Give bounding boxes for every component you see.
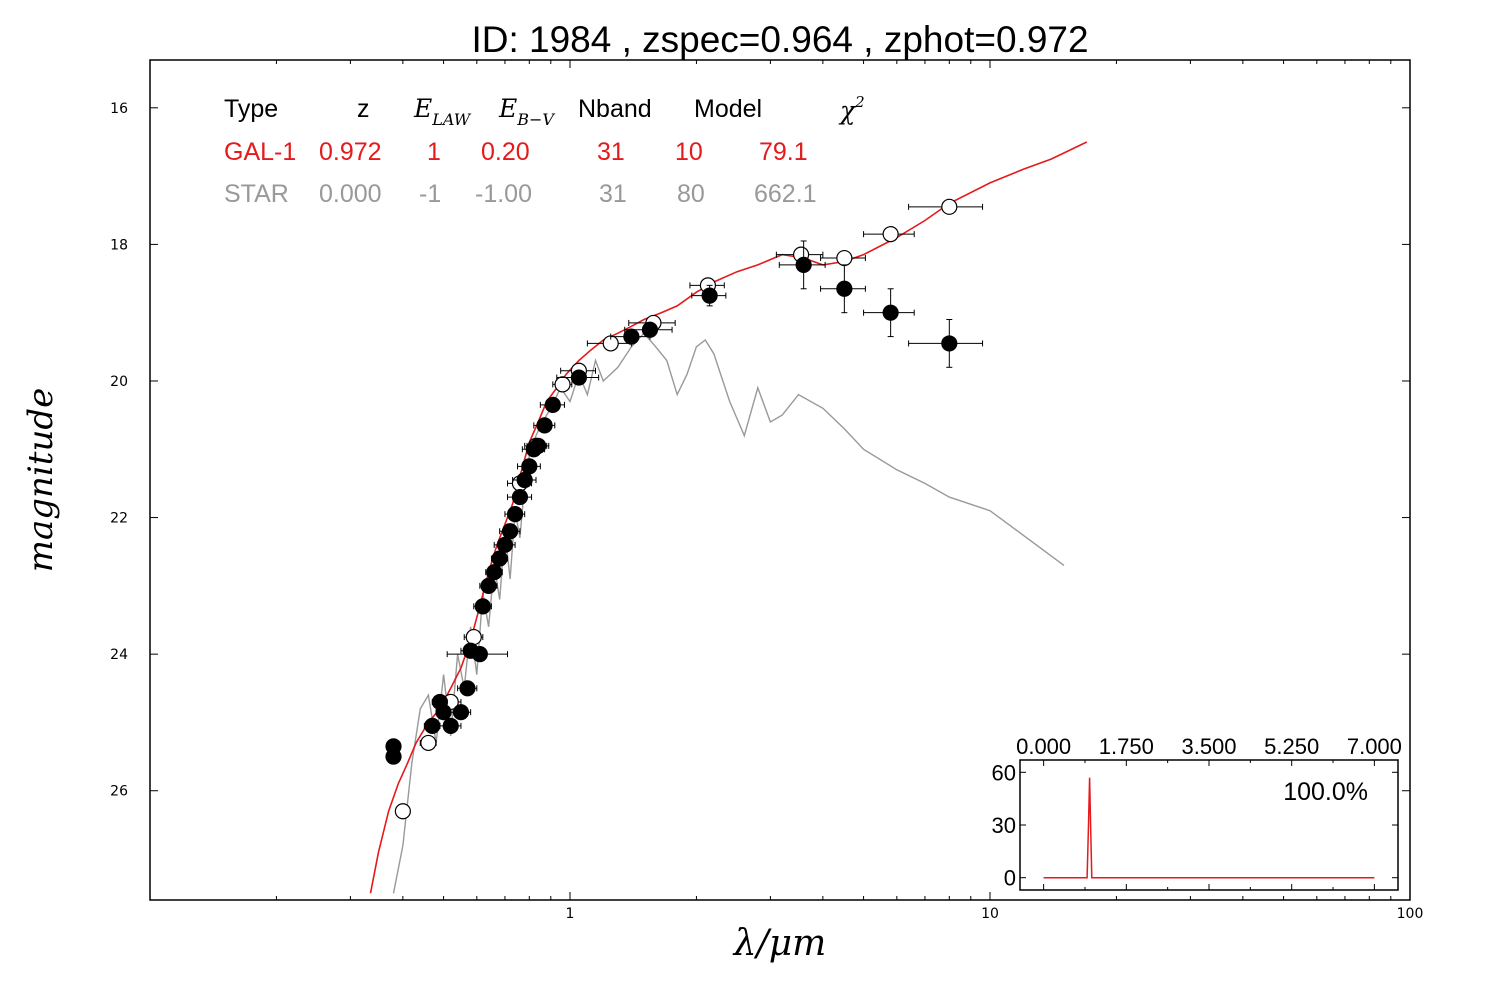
observed-photometry-point: [570, 369, 587, 386]
fit-row-star-model: 80: [677, 180, 705, 208]
observed-photometry-point: [474, 598, 491, 615]
observed-photometry-point: [836, 280, 853, 297]
observed-photometry-point: [516, 471, 533, 489]
observed-photometry-point: [452, 704, 470, 721]
fit-table-header-z: z: [357, 95, 370, 123]
observed-photometry-point: [385, 738, 402, 755]
inset-x-tick-label: 0.000: [1016, 734, 1071, 759]
model-photometry-point: [554, 376, 571, 393]
main-plot-area: [369, 141, 1088, 894]
fit-table-header-nband: Nband: [578, 95, 652, 123]
inset-y-tick-label: 60: [992, 760, 1016, 785]
fit-table-header-type: Type: [224, 95, 278, 123]
observed-photometry-point: [480, 577, 497, 594]
inset-x-tick-label: 3.500: [1181, 734, 1236, 759]
model-photometry-point: [465, 628, 482, 646]
observed-photometry-point: [424, 717, 441, 734]
y-tick-label: 24: [110, 647, 128, 663]
model-photometry-point: [420, 734, 437, 752]
y-axis-label: magnitude: [21, 388, 61, 573]
observed-photometry-point: [459, 680, 476, 697]
observed-photometry-point: [795, 256, 812, 273]
inset-annotation: 100.0%: [1283, 778, 1368, 806]
inset-plot-area: [1043, 777, 1375, 879]
model-photometry-point: [836, 249, 853, 267]
fit-table: Type z ELAW EB−V Nband Model χ2 GAL-1 0.…: [224, 93, 865, 208]
fit-table-header-model: Model: [694, 95, 762, 123]
fit-row-gal-type: GAL-1: [224, 138, 296, 166]
observed-photometry-point: [641, 321, 659, 338]
y-tick-label: 22: [110, 511, 128, 527]
observed-photometry-point: [496, 536, 514, 553]
inset-y-tick-label: 0: [1004, 866, 1016, 891]
observed-photometry-point: [521, 458, 538, 475]
fit-row-gal-ebv: 0.20: [481, 138, 530, 166]
observed-photometry-point: [536, 417, 553, 434]
observed-photometry-point: [471, 646, 488, 663]
y-tick-label: 20: [110, 374, 128, 390]
observed-photometry-point: [506, 506, 524, 523]
fit-row-star-ebv: -1.00: [475, 180, 532, 208]
fit-row-star-chi2: 662.1: [754, 180, 817, 208]
x-tick-label: 10: [981, 906, 999, 922]
chart-title: ID: 1984 , zspec=0.964 , zphot=0.972: [471, 19, 1088, 60]
redshift-pdf-inset: 0.000 1.750 3.500 5.250 7.000 60 30 0 100.0%: [992, 734, 1402, 891]
redshift-pdf-line: [1043, 777, 1375, 879]
fit-row-star-nband: 31: [599, 180, 627, 208]
y-tick-label: 16: [110, 101, 128, 117]
fit-row-gal-law: 1: [427, 138, 441, 166]
fit-row-star-law: -1: [419, 180, 441, 208]
fit-row-gal-z: 0.972: [319, 138, 382, 166]
inset-frame: [1019, 759, 1399, 891]
observed-photometry-point: [882, 304, 899, 321]
y-tick-label: 18: [110, 237, 128, 253]
fit-row-star-type: STAR: [224, 180, 289, 208]
fit-row-gal-model: 10: [675, 138, 703, 166]
inset-x-tick-label: 1.750: [1099, 734, 1154, 759]
observed-photometry-point: [701, 287, 718, 304]
observed-photometry-point: [511, 488, 529, 506]
y-tick-label: 26: [110, 784, 128, 800]
observed-photometry-point: [491, 550, 508, 567]
observed-photometry-point: [623, 328, 640, 345]
x-tick-label: 100: [1397, 906, 1424, 922]
model-photometry-point: [882, 226, 899, 243]
observed-photometry-point: [435, 704, 452, 721]
observed-photometry-point: [941, 335, 958, 352]
observed-photometry-point: [501, 523, 519, 540]
observed-photometry-point: [442, 717, 459, 734]
fit-row-gal-chi2: 79.1: [759, 138, 808, 166]
inset-x-tick-label: 7.000: [1347, 734, 1402, 759]
fit-row-star-z: 0.000: [319, 180, 382, 208]
observed-photometry-point: [544, 396, 561, 413]
x-tick-label: 1: [566, 906, 575, 922]
x-axis-label: λ/μm: [732, 923, 826, 964]
model-photometry-point: [394, 803, 411, 820]
observed-photometry-point: [530, 437, 547, 454]
model-photometry-point: [941, 198, 958, 215]
fit-row-gal-nband: 31: [597, 138, 625, 166]
inset-axes: 0.000 1.750 3.500 5.250 7.000 60 30 0: [992, 734, 1402, 891]
inset-y-tick-label: 30: [992, 813, 1016, 838]
observed-photometry-point: [486, 564, 503, 581]
inset-x-tick-label: 5.250: [1264, 734, 1319, 759]
